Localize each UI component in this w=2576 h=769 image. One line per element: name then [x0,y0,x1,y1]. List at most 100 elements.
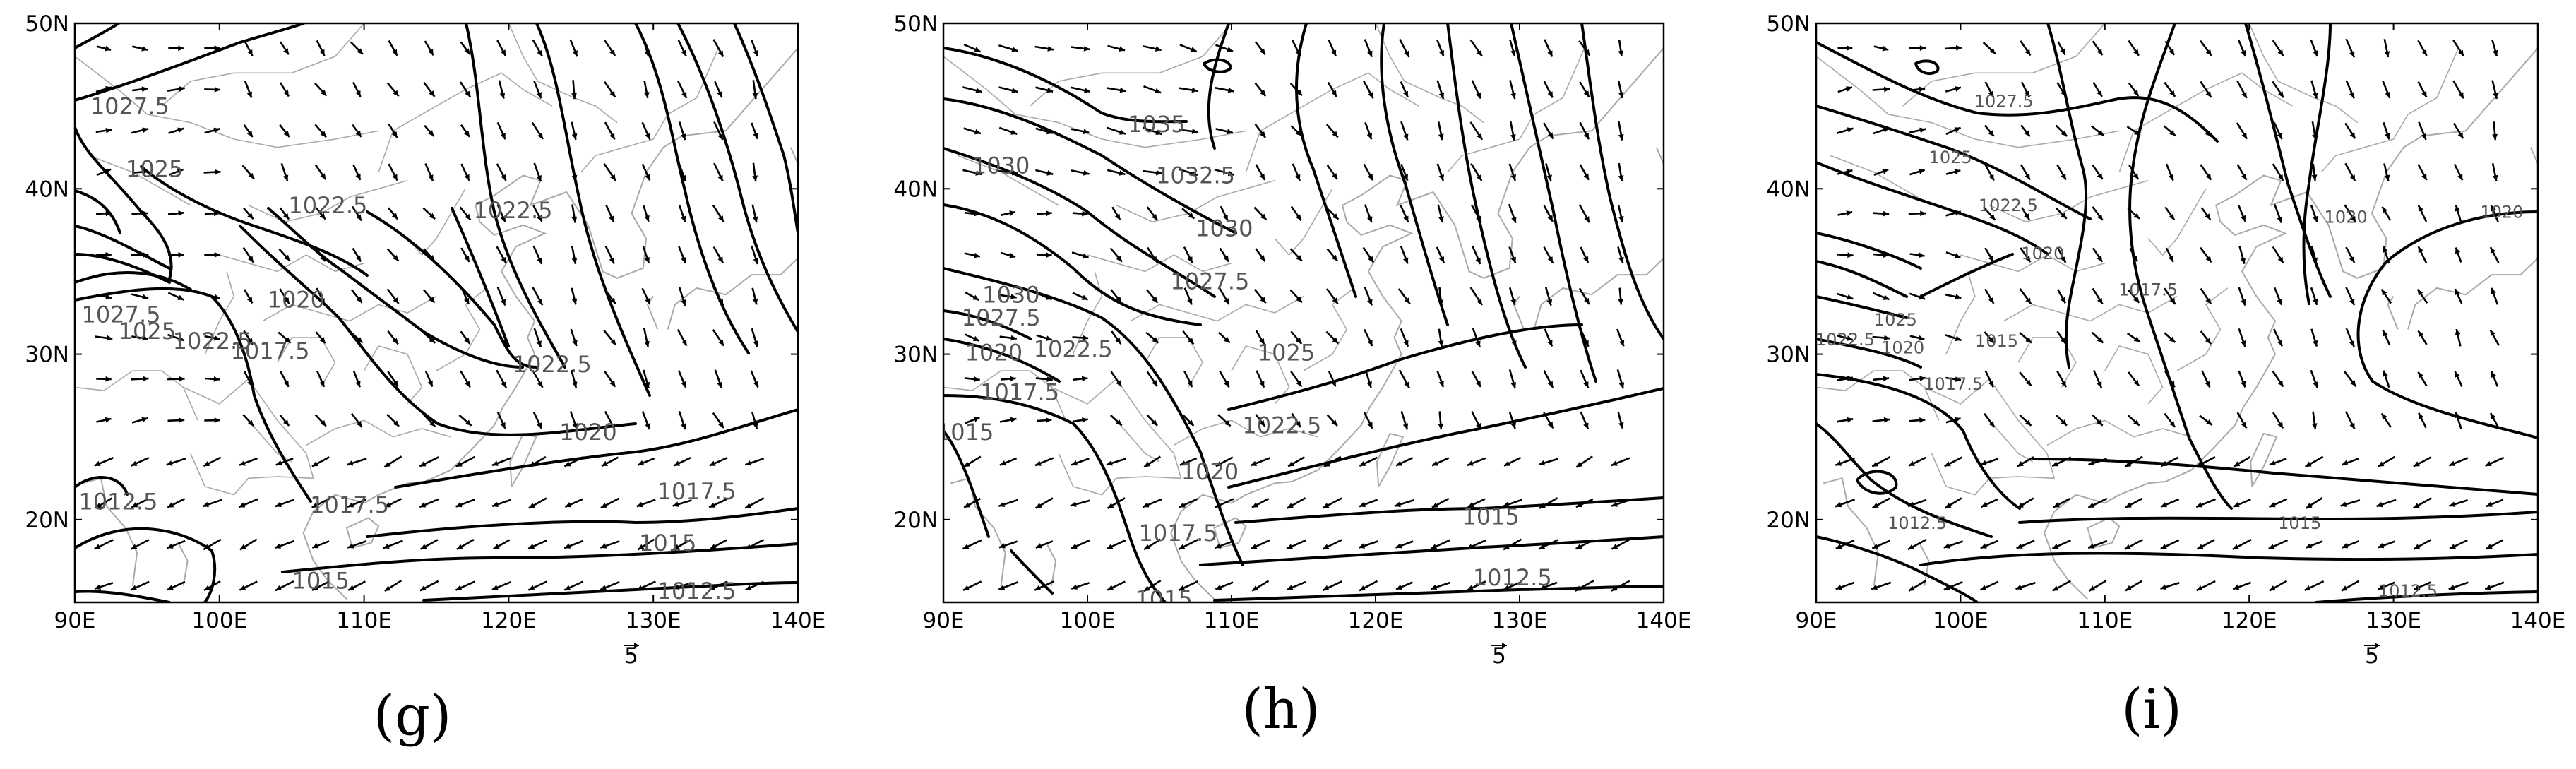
wind-vector [2053,498,2070,508]
country-border [2320,47,2459,173]
wind-vector [314,164,327,180]
wind-vector [243,124,254,138]
wind-vector [2344,162,2356,182]
wind-vector [744,497,765,509]
wind-vector [1544,287,1553,306]
wind-vector [2344,411,2356,430]
wind-vector [712,246,724,264]
coastline [2075,47,2538,504]
wind-vector [1543,81,1554,98]
isobar [2315,590,2538,602]
coastline [1376,432,1405,487]
wind-vector [532,39,544,57]
isobar [2046,23,2088,369]
wind-vector [2269,580,2288,592]
wind-vector [1256,370,1265,388]
wind-vector [601,456,619,467]
isobar [75,590,171,602]
wind-vector [1578,287,1590,305]
wind-vector [130,539,150,550]
wind-vector [2160,539,2180,550]
wind-vector [571,245,578,265]
isobar [1380,23,1449,326]
wind-vector [2091,331,2104,344]
wind-vector [1036,210,1052,217]
wind-vector [1071,251,1089,258]
wind-vector [2311,163,2318,181]
wind-vector [459,370,471,388]
country-border [306,419,451,446]
wind-vector [1945,376,1962,382]
wind-vector [2491,162,2498,181]
lon-tick-label: 100E [191,608,247,633]
isobar-layer [1816,23,2538,602]
wind-vector [94,457,114,467]
isobar-label: 1020 [2021,244,2064,263]
wind-vector [1469,39,1483,57]
wind-vector [1182,330,1195,345]
wind-vector [1575,455,1593,468]
wind-vector [496,246,507,264]
wind-vector [1146,289,1159,304]
wind-vector [2020,124,2031,138]
wind-vector [2092,165,2104,180]
wind-vector [1835,581,1855,590]
lon-tick-label: 110E [1204,608,1260,633]
wind-vector [2378,581,2395,590]
wind-vector [2092,206,2104,221]
wind-vector [1611,457,1630,467]
wind-vector [496,204,506,223]
wind-vector [1328,371,1337,388]
wind-vector [2199,40,2212,56]
lon-tick-label: 90E [1795,608,1837,633]
isobar [1919,253,2014,298]
wind-vector [1034,457,1054,467]
vector-scale-label: 5 [2365,643,2379,669]
isobar [1580,23,1664,340]
wind-vector [167,292,184,301]
country-border [1130,295,1304,322]
wind-vector-field [94,39,765,592]
wind-vector [2272,81,2284,98]
wind-vector [1508,246,1517,264]
isobar-label: 1020 [1181,458,1239,485]
wind-vector [1146,414,1158,427]
coastline [81,477,138,586]
wind-vector [2382,81,2391,99]
wind-vector [564,498,583,508]
wind-vector [2340,499,2361,507]
wind-vector [1143,45,1162,52]
wind-vector [1035,376,1053,382]
wind-vector [352,247,362,263]
wind-vector [751,204,758,223]
wind-vector [1364,39,1373,58]
wind-vector [1359,580,1378,592]
wind-vector [2344,122,2356,139]
wind-vector [2160,582,2180,590]
wind-vector [1179,168,1198,177]
wind-vector [204,86,221,93]
isobar [2032,458,2538,496]
isobar [1207,23,1230,150]
wind-vector [1617,81,1624,99]
wind-vector [2455,205,2462,222]
wind-vector [131,417,148,424]
wind-vector [1364,287,1373,306]
isobar-label: 1030 [1195,215,1253,242]
country-border [1988,179,2149,222]
wind-vector [1617,246,1624,263]
country-border [1375,23,1484,124]
isobar-label: 1032.5 [1156,162,1235,189]
wind-vector [2344,204,2357,223]
coastline [1170,494,1215,600]
wind-vector [1909,417,1926,423]
wind-vector [1578,204,1590,223]
wind-vector [1325,207,1340,220]
wind-vector [2051,540,2071,549]
wind-vector [751,328,758,347]
wind-vector [571,369,578,388]
wind-vector [2019,414,2032,427]
wind-vector [2417,81,2428,98]
isobar [1856,470,1898,495]
lon-tick-label: 140E [770,608,826,633]
